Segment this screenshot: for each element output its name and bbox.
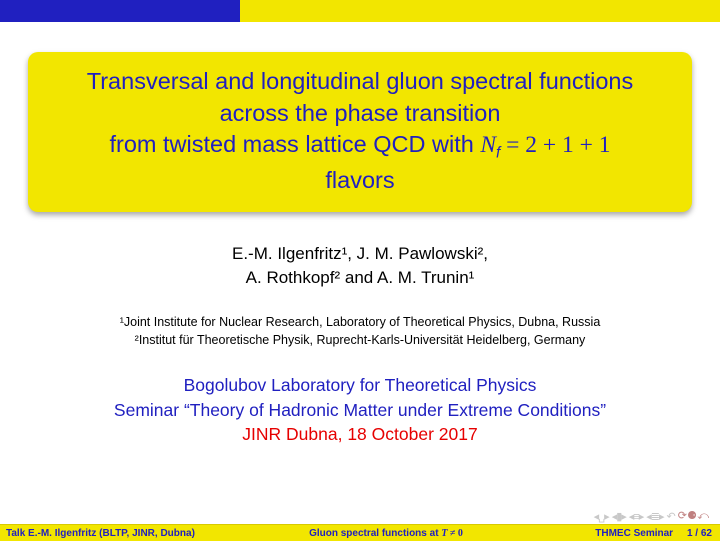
nav-first-icon[interactable]: ◂␣▸	[594, 510, 609, 523]
title-line-4: flavors	[40, 165, 680, 197]
nav-controls: ◂␣▸ ◂▮▸ ◂≡▸ ◂≣▸ ↶ ⟳ ⚈ ⤺	[594, 509, 708, 523]
footer-author: Talk E.-M. Ilgenfritz (BLTP, JINR, Dubna…	[0, 528, 232, 539]
top-stripe-blue	[0, 0, 240, 22]
footer-page: 1 / 62	[687, 528, 712, 539]
affil-line-2: ²Institut für Theoretische Physik, Rupre…	[0, 332, 720, 350]
footer-neq: ≠ 0	[447, 528, 463, 539]
nav-subsec-icon[interactable]: ◂≡▸	[629, 510, 643, 523]
title-line-1: Transversal and longitudinal gluon spect…	[40, 66, 680, 98]
footer-meta: THMEC Seminar 1 / 62	[540, 528, 720, 539]
authors-line-2: A. Rothkopf² and A. M. Trunin¹	[0, 266, 720, 290]
nav-frame-icon[interactable]: ◂▮▸	[612, 510, 626, 523]
authors-block: E.-M. Ilgenfritz¹, J. M. Pawlowski², A. …	[0, 242, 720, 290]
venue-line-1: Bogolubov Laboratory for Theoretical Phy…	[0, 373, 720, 398]
footer-title-prefix: Gluon spectral functions at	[309, 528, 441, 539]
footer-bar: Talk E.-M. Ilgenfritz (BLTP, JINR, Dubna…	[0, 524, 720, 541]
title-line-2: across the phase transition	[40, 98, 680, 130]
venue-block: Bogolubov Laboratory for Theoretical Phy…	[0, 373, 720, 447]
title-line-3-prefix: from twisted mass lattice QCD with	[109, 131, 480, 157]
title-var-N: N	[480, 132, 496, 158]
footer-title: Gluon spectral functions at T ≠ 0	[232, 528, 540, 539]
venue-line-3: JINR Dubna, 18 October 2017	[0, 422, 720, 447]
title-line-3: from twisted mass lattice QCD with Nf = …	[40, 129, 680, 164]
top-stripe	[0, 0, 720, 22]
authors-line-1: E.-M. Ilgenfritz¹, J. M. Pawlowski²,	[0, 242, 720, 266]
nav-slide-icon[interactable]: ◂≣▸	[646, 510, 663, 523]
title-eq: = 2 + 1 + 1	[500, 132, 610, 158]
title-block: Transversal and longitudinal gluon spect…	[28, 52, 692, 212]
nav-back-icon[interactable]: ↶	[667, 510, 675, 523]
affil-line-1: ¹Joint Institute for Nuclear Research, L…	[0, 314, 720, 332]
affiliations-block: ¹Joint Institute for Nuclear Research, L…	[0, 314, 720, 349]
footer-seminar: THMEC Seminar	[595, 528, 673, 539]
nav-loop-icon[interactable]: ⟳ ⚈ ⤺	[678, 509, 708, 523]
top-stripe-yellow	[240, 0, 720, 22]
venue-line-2: Seminar “Theory of Hadronic Matter under…	[0, 398, 720, 423]
